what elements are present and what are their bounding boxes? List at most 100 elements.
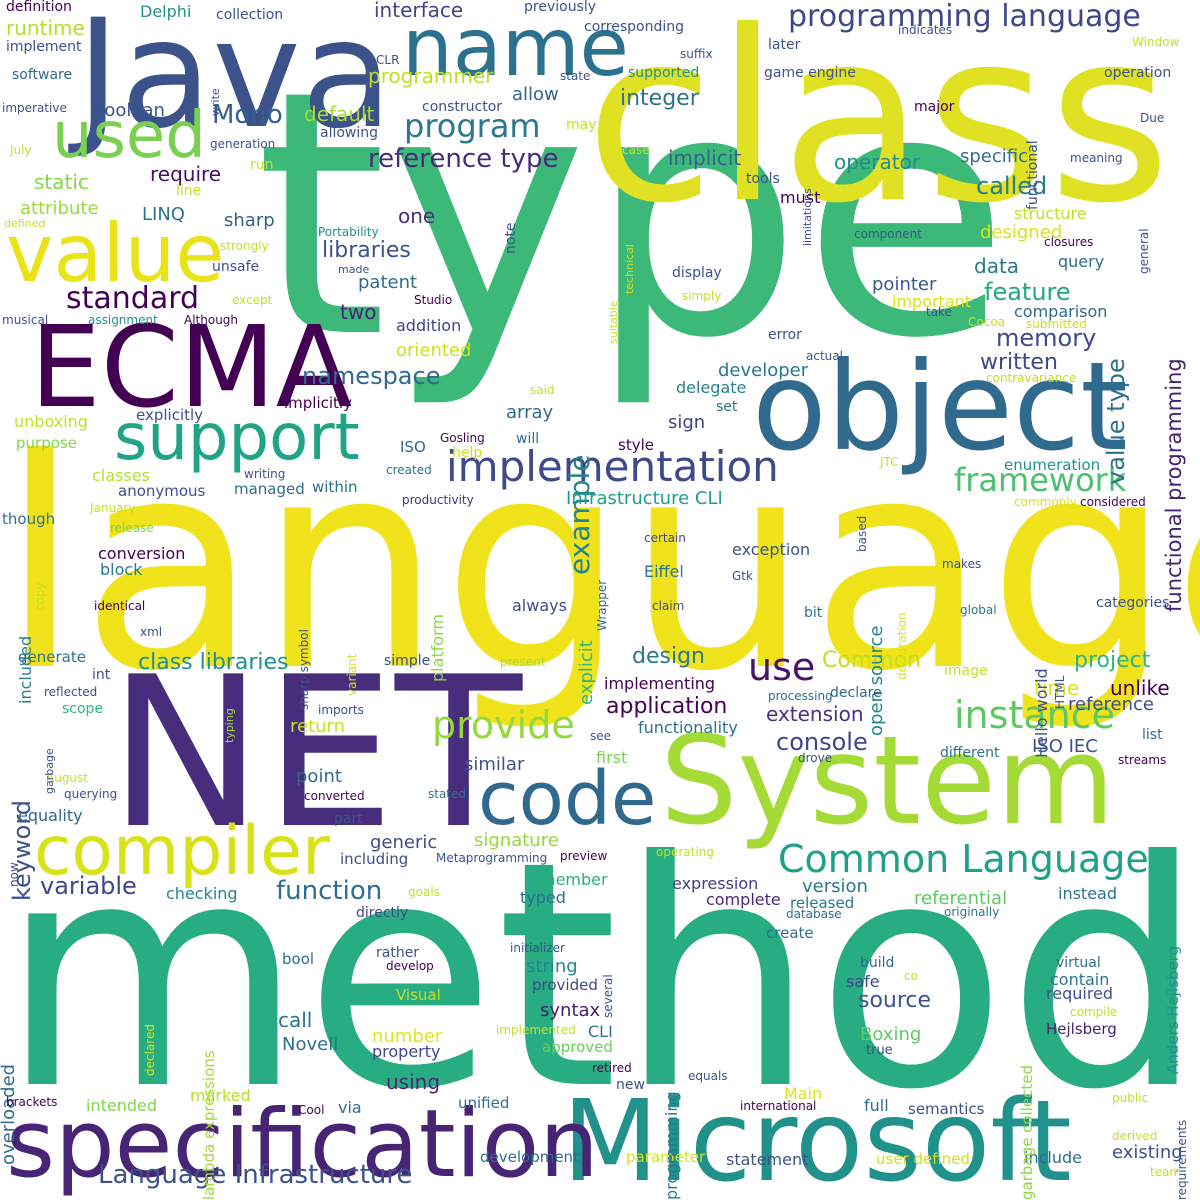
cloud-word: use bbox=[748, 645, 816, 689]
cloud-word: defined bbox=[4, 217, 46, 230]
cloud-word: framework bbox=[954, 461, 1127, 499]
cloud-word: new bbox=[616, 1077, 645, 1093]
cloud-word: considered bbox=[1080, 495, 1146, 509]
cloud-word: writing bbox=[244, 467, 286, 481]
cloud-word: reflected bbox=[44, 685, 98, 699]
cloud-word: later bbox=[768, 37, 801, 53]
cloud-word: written bbox=[980, 350, 1058, 375]
cloud-word: class libraries bbox=[138, 650, 289, 675]
cloud-word: Wrapper bbox=[595, 579, 609, 631]
cloud-word: specification bbox=[6, 1090, 599, 1199]
cloud-word: complete bbox=[706, 890, 781, 909]
cloud-word: CLR bbox=[376, 53, 400, 67]
cloud-word: checking bbox=[166, 884, 238, 903]
cloud-word: style bbox=[618, 436, 654, 454]
cloud-word: software bbox=[12, 67, 73, 83]
cloud-word: development bbox=[480, 1148, 579, 1166]
cloud-word: class bbox=[585, 0, 1171, 255]
cloud-word: console bbox=[776, 728, 868, 756]
cloud-word: garbage bbox=[43, 748, 56, 794]
cloud-word: open source bbox=[866, 625, 887, 736]
cloud-word: said bbox=[530, 383, 555, 397]
cloud-word: Main bbox=[784, 1084, 823, 1103]
cloud-word: Gtk bbox=[732, 569, 753, 583]
cloud-word: xml bbox=[140, 625, 163, 639]
cloud-word: delegate bbox=[676, 378, 747, 397]
cloud-word: corresponding bbox=[584, 19, 684, 35]
cloud-word: explicit bbox=[576, 640, 597, 705]
cloud-word: public bbox=[1112, 1091, 1149, 1105]
cloud-word: version bbox=[802, 876, 868, 897]
cloud-word: submitted bbox=[1026, 317, 1087, 331]
cloud-word: declare bbox=[830, 685, 882, 701]
cloud-word: directly bbox=[356, 905, 409, 921]
cloud-word: property bbox=[372, 1042, 441, 1061]
cloud-word: provide bbox=[432, 703, 575, 747]
cloud-word: implicit bbox=[668, 146, 742, 170]
cloud-word: time bbox=[1034, 676, 1080, 700]
cloud-word: implemented bbox=[496, 1023, 576, 1037]
cloud-word: error bbox=[768, 327, 802, 343]
cloud-word: game engine bbox=[764, 65, 856, 81]
cloud-word: streams bbox=[1118, 753, 1167, 767]
cloud-word: ISO IEC bbox=[1032, 736, 1098, 757]
cloud-word: instance bbox=[954, 693, 1115, 737]
cloud-word: pointer bbox=[872, 274, 937, 295]
cloud-word: exception bbox=[732, 540, 811, 559]
cloud-word: now bbox=[7, 862, 21, 887]
cloud-word: contain bbox=[1050, 970, 1110, 989]
cloud-word: unified bbox=[458, 1094, 510, 1112]
cloud-word: platform bbox=[428, 614, 447, 682]
cloud-word: instead bbox=[1058, 884, 1117, 903]
cloud-word: created bbox=[386, 463, 432, 477]
cloud-word: closures bbox=[1044, 235, 1094, 249]
cloud-word: Eiffel bbox=[644, 562, 684, 581]
cloud-word: query bbox=[1058, 252, 1105, 271]
cloud-word: similar bbox=[464, 754, 525, 775]
cloud-word: anonymous bbox=[118, 482, 206, 500]
cloud-word: Hejlsberg bbox=[1046, 1020, 1117, 1038]
cloud-word: allowing bbox=[320, 125, 379, 141]
cloud-word: runtime bbox=[6, 16, 85, 40]
cloud-word: programming bbox=[662, 1091, 681, 1200]
cloud-word: definition bbox=[6, 0, 72, 15]
cloud-word: JTC bbox=[880, 455, 899, 469]
cloud-word: categories bbox=[1096, 595, 1170, 611]
cloud-word: Metaprogramming bbox=[436, 851, 548, 865]
cloud-word: libraries bbox=[322, 238, 411, 263]
cloud-word: existing bbox=[1112, 1142, 1183, 1163]
cloud-word: case bbox=[622, 143, 650, 157]
cloud-word: operator bbox=[834, 150, 921, 174]
cloud-word: addition bbox=[396, 316, 462, 335]
cloud-word: indicates bbox=[898, 23, 953, 37]
cloud-word: used bbox=[52, 99, 206, 173]
cloud-word: generic bbox=[370, 832, 438, 853]
cloud-word: display bbox=[672, 265, 722, 281]
cloud-word: integer bbox=[620, 86, 699, 111]
cloud-word: suffix bbox=[680, 47, 713, 61]
cloud-word: strongly bbox=[220, 239, 269, 253]
cloud-word: compiler bbox=[34, 812, 330, 891]
cloud-word: string bbox=[526, 956, 578, 977]
cloud-word: Java bbox=[76, 0, 393, 162]
cloud-word: several bbox=[601, 974, 615, 1018]
cloud-word: build bbox=[860, 955, 895, 971]
cloud-word: write bbox=[209, 88, 222, 116]
cloud-word: design bbox=[632, 644, 705, 669]
cloud-word: reference type bbox=[368, 144, 559, 174]
cloud-word: Microsoft bbox=[562, 1077, 1072, 1200]
cloud-word: implementation bbox=[446, 442, 779, 491]
cloud-word: will bbox=[516, 431, 540, 447]
cloud-word: two bbox=[340, 300, 377, 324]
cloud-word: makes bbox=[942, 557, 982, 571]
cloud-word: suitable bbox=[607, 300, 620, 344]
cloud-word: supported bbox=[628, 65, 700, 81]
cloud-word: collection bbox=[216, 7, 284, 23]
cloud-word: retired bbox=[592, 1061, 632, 1075]
cloud-word: static bbox=[34, 170, 89, 194]
cloud-word: sign bbox=[668, 412, 706, 433]
cloud-word: commonly bbox=[1014, 495, 1077, 509]
cloud-word: major bbox=[914, 99, 955, 115]
cloud-word: drove bbox=[798, 751, 833, 765]
cloud-word: marked bbox=[190, 1086, 251, 1105]
